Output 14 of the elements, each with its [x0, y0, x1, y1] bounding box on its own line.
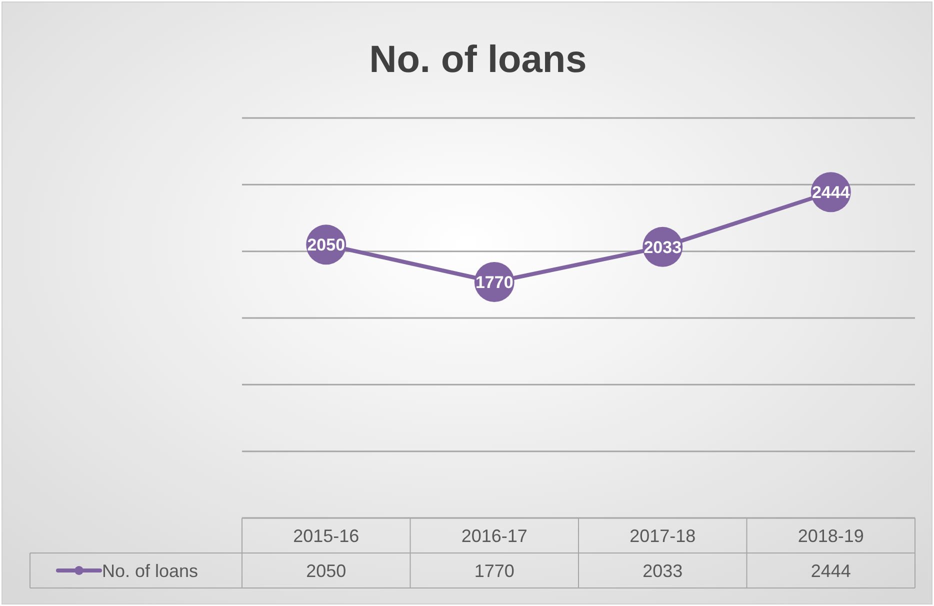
- x-tick-label: 2015-16: [293, 526, 360, 546]
- data-label: 2444: [812, 183, 850, 202]
- text: 1770: [474, 560, 514, 581]
- data-label: 2033: [644, 238, 682, 257]
- text: 2050: [306, 560, 346, 581]
- x-tick-label: 2016-17: [461, 526, 528, 546]
- chart-title: No. of loans: [369, 39, 587, 81]
- x-tick-label: 2018-19: [798, 526, 864, 546]
- data-label: 2050: [307, 236, 346, 255]
- text: 2444: [810, 560, 851, 581]
- x-tick-label: 2017-18: [630, 526, 696, 546]
- legend-label: No. of loans: [102, 560, 198, 581]
- data-label: 1770: [475, 272, 514, 292]
- text: 2033: [642, 560, 683, 581]
